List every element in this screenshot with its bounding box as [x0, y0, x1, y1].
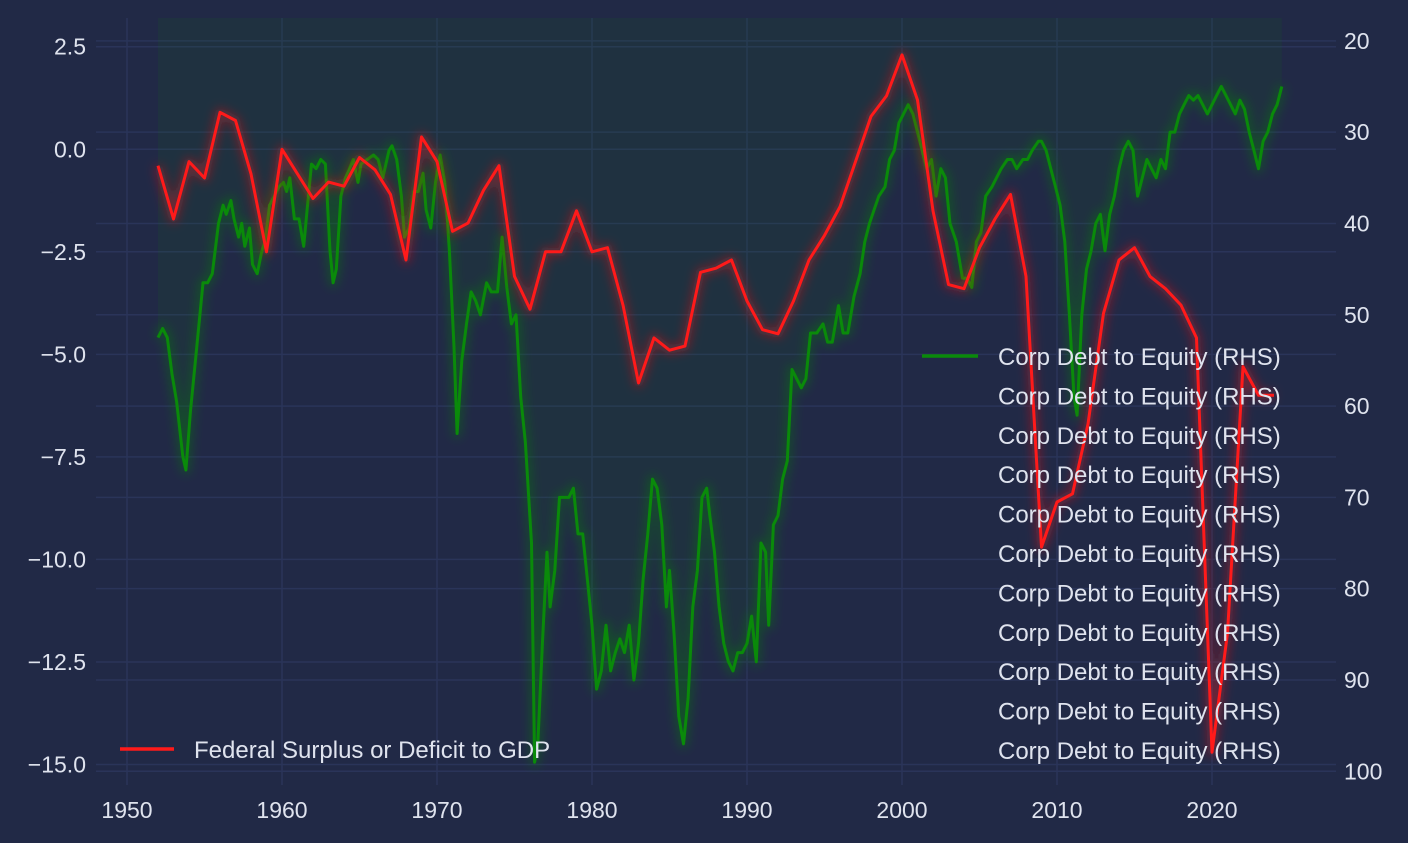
x-tick-label: 1950	[101, 797, 152, 823]
y-right-tick-label: 20	[1344, 28, 1370, 54]
x-tick-label: 1960	[256, 797, 307, 823]
legend-right: Corp Debt to Equity (RHS) Corp Debt to Eq…	[922, 344, 1281, 765]
y-left-axis-ticks: 2.5 0.0 −2.5 −5.0 −7.5 −10.0 −12.5 −15.0	[28, 34, 86, 778]
y-left-tick-label: 0.0	[54, 136, 86, 162]
legend-label: Corp Debt to Equity (RHS)	[998, 383, 1281, 410]
legend-label: Corp Debt to Equity (RHS)	[998, 738, 1281, 765]
y-left-tick-label: −15.0	[28, 751, 86, 777]
legend-label: Corp Debt to Equity (RHS)	[998, 344, 1281, 371]
legend-label: Corp Debt to Equity (RHS)	[998, 462, 1281, 489]
y-right-tick-label: 50	[1344, 302, 1370, 328]
y-right-tick-label: 80	[1344, 576, 1370, 602]
x-tick-label: 1990	[721, 797, 772, 823]
legend-label: Corp Debt to Equity (RHS)	[998, 423, 1281, 450]
y-right-tick-label: 30	[1344, 119, 1370, 145]
x-tick-label: 1980	[566, 797, 617, 823]
y-right-axis-ticks: 20 30 40 50 60 70 80 90 100	[1344, 28, 1382, 784]
legend-label: Corp Debt to Equity (RHS)	[998, 502, 1281, 529]
x-tick-label: 2000	[876, 797, 927, 823]
x-tick-label: 2010	[1031, 797, 1082, 823]
legend-left: Federal Surplus or Deficit to GDP	[120, 737, 550, 764]
y-right-tick-label: 90	[1344, 667, 1370, 693]
legend-label: Corp Debt to Equity (RHS)	[998, 659, 1281, 686]
y-left-tick-label: −2.5	[41, 239, 86, 265]
y-right-tick-label: 40	[1344, 210, 1370, 236]
legend-label: Corp Debt to Equity (RHS)	[998, 541, 1281, 568]
y-right-tick-label: 70	[1344, 484, 1370, 510]
y-left-tick-label: −5.0	[41, 341, 86, 367]
y-right-tick-label: 60	[1344, 393, 1370, 419]
series-fill	[158, 18, 1282, 763]
series-area-fill	[158, 18, 1282, 763]
series-line	[156, 53, 1274, 754]
x-axis-ticks: 1950 1960 1970 1980 1990 2000 2010 2020	[101, 797, 1237, 823]
x-tick-label: 2020	[1186, 797, 1237, 823]
y-left-tick-label: −12.5	[28, 649, 86, 675]
y-left-tick-label: −10.0	[28, 546, 86, 572]
x-tick-label: 1970	[411, 797, 462, 823]
legend-label: Federal Surplus or Deficit to GDP	[194, 737, 550, 764]
y-right-tick-label: 100	[1344, 758, 1382, 784]
series-lines	[153, 50, 1287, 767]
legend-label: Corp Debt to Equity (RHS)	[998, 620, 1281, 647]
series-line	[156, 85, 1284, 764]
y-left-tick-label: −7.5	[41, 444, 86, 470]
y-left-tick-label: 2.5	[54, 34, 86, 60]
legend-label: Corp Debt to Equity (RHS)	[998, 699, 1281, 726]
legend-label: Corp Debt to Equity (RHS)	[998, 580, 1281, 607]
